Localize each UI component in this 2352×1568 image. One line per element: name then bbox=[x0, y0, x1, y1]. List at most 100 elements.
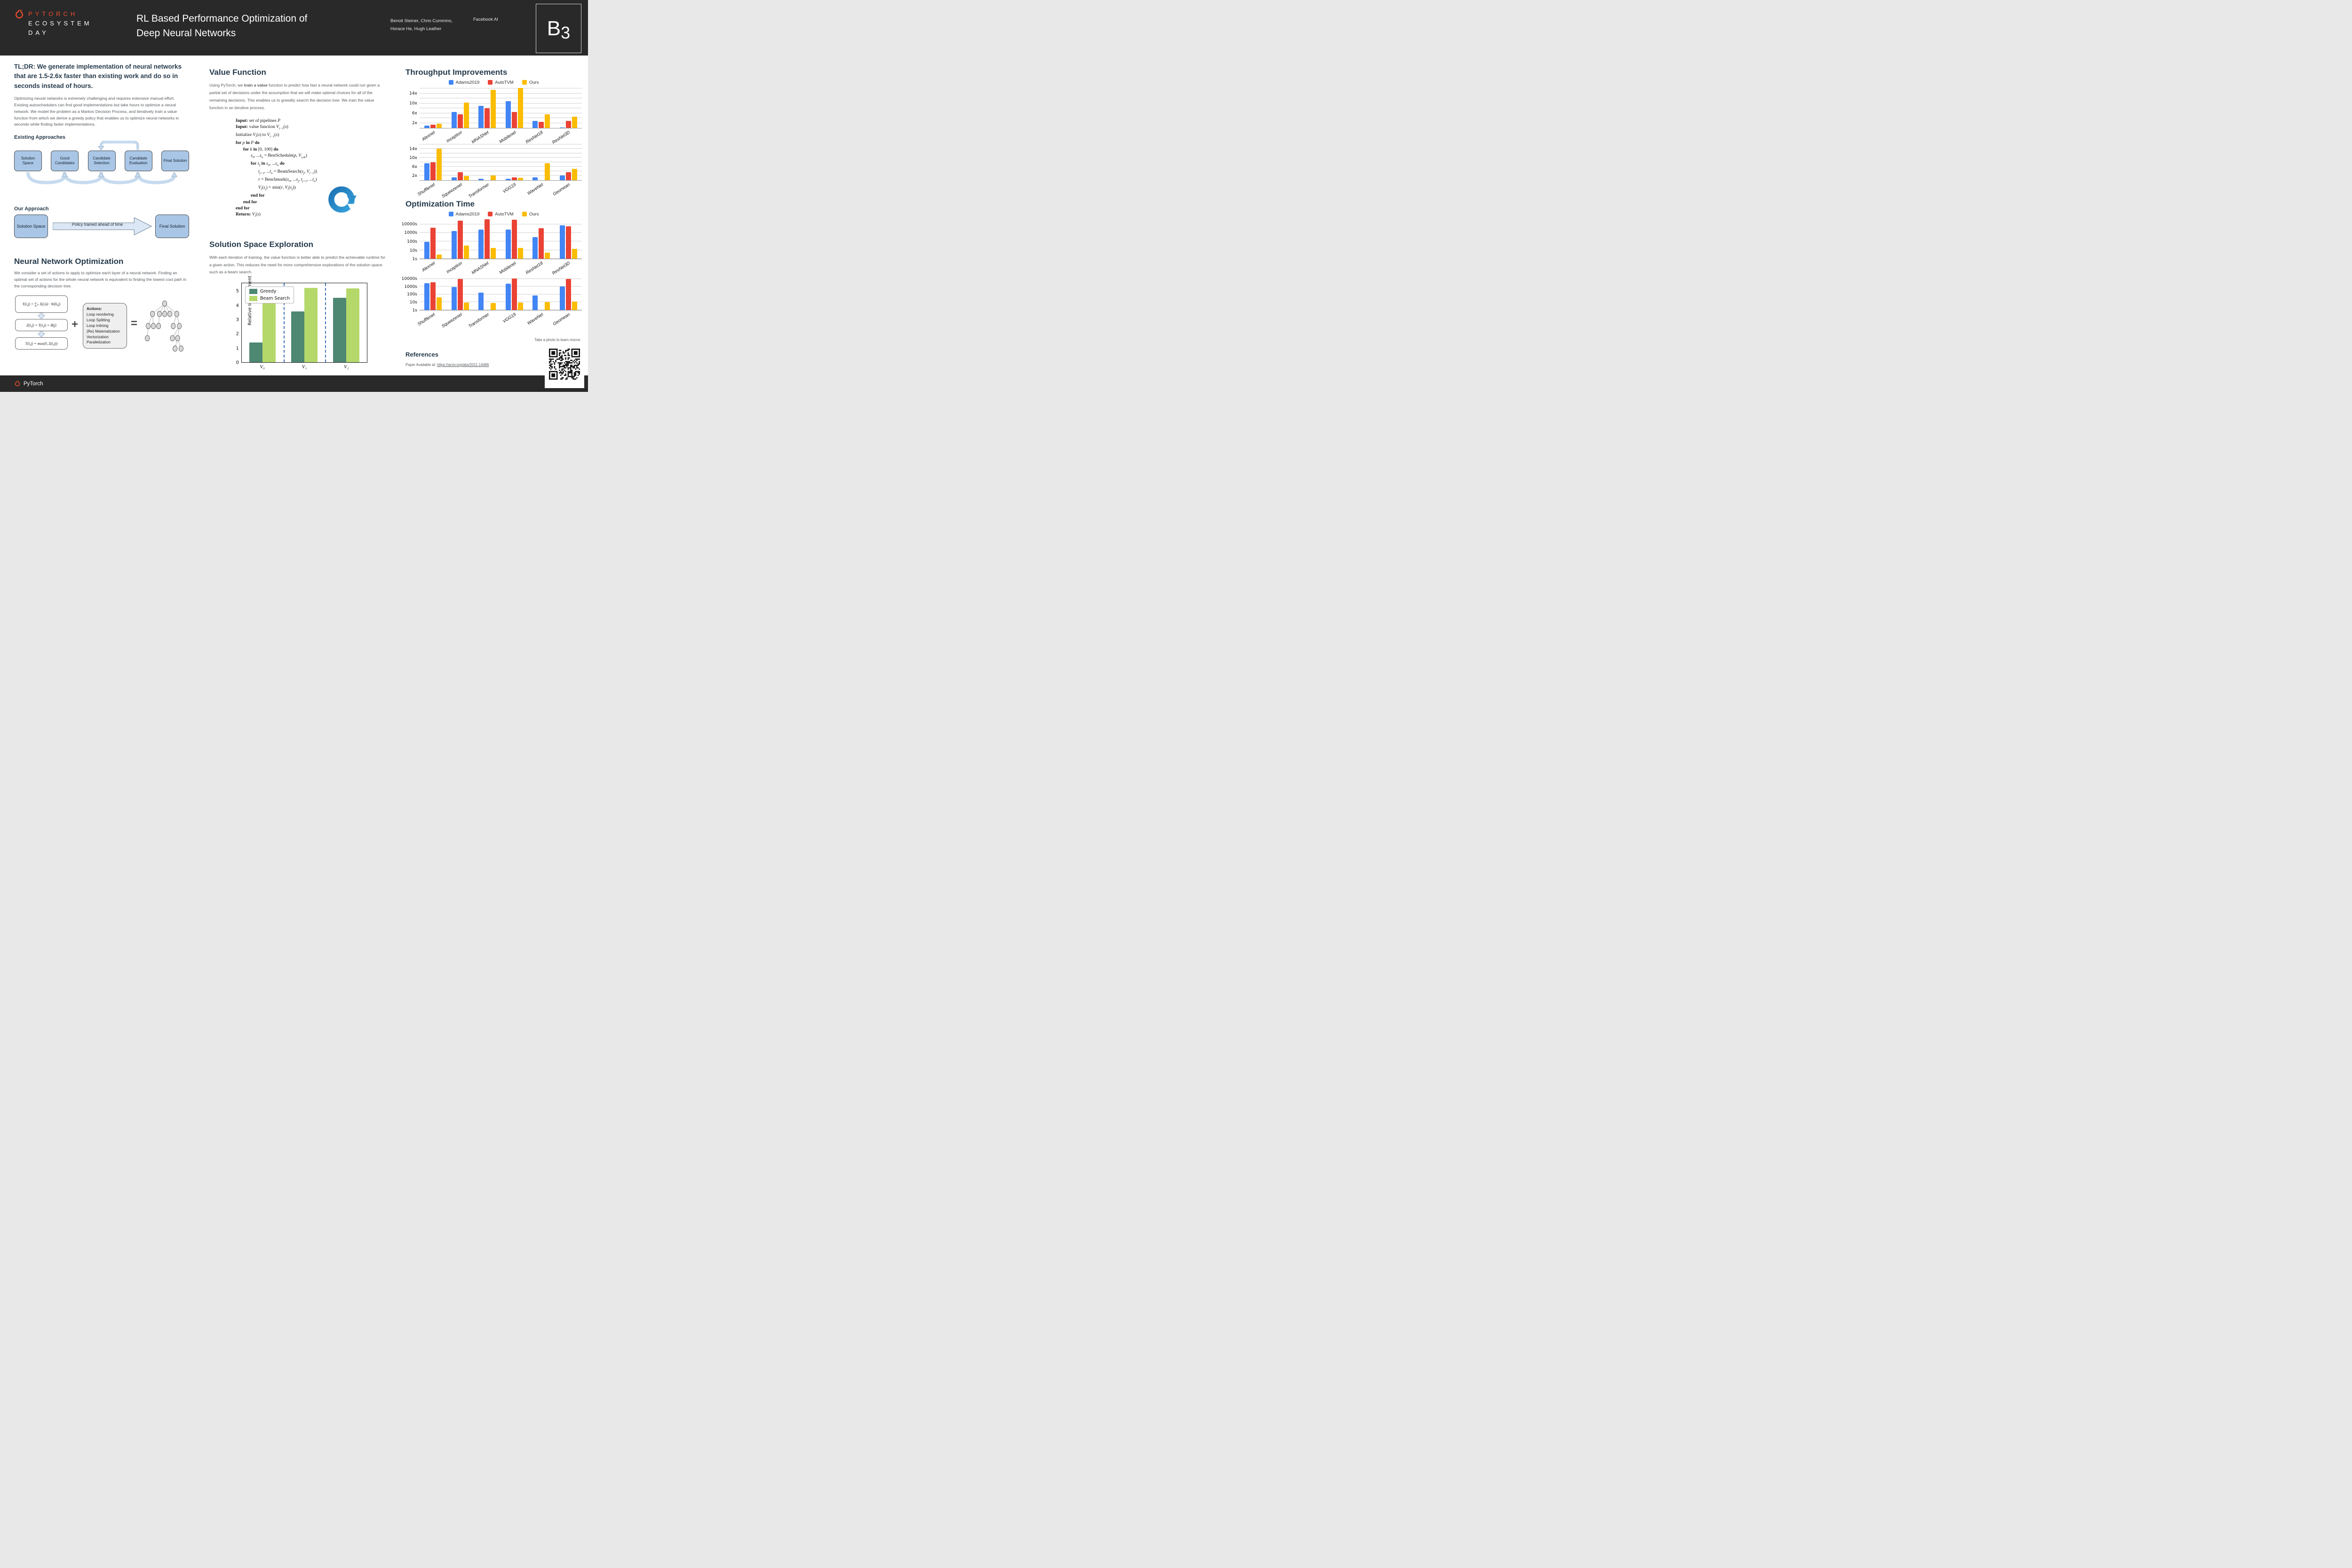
text-segment: i bbox=[261, 188, 262, 191]
pseudocode-line: for sj in s0, ...sn do bbox=[236, 160, 387, 168]
pseudocode-line: Input: value function Vi−1(s) bbox=[236, 124, 387, 132]
legend-swatch bbox=[249, 295, 257, 301]
gridline bbox=[420, 258, 582, 259]
y-tick-label: 3 bbox=[236, 317, 239, 323]
text-segment: ) bbox=[278, 132, 279, 138]
text-segment: end for bbox=[236, 205, 250, 211]
text-segment: in bbox=[246, 140, 250, 146]
text-segment: ( bbox=[262, 185, 263, 191]
x-tick-label: VGG19 bbox=[502, 182, 517, 194]
text-segment: , bbox=[304, 168, 307, 174]
bar bbox=[457, 279, 463, 310]
existing-approaches-diagram: Solution Space Good Candidates Candidate S… bbox=[14, 141, 189, 199]
text-segment: i−1 bbox=[309, 171, 314, 175]
decision-tree-diagram bbox=[145, 300, 183, 352]
text-segment: j bbox=[292, 188, 293, 191]
text-segment: = BestSchedule( bbox=[263, 152, 294, 158]
text-segment: , ... bbox=[290, 177, 296, 183]
equals-sign: = bbox=[131, 317, 138, 330]
legend-label: Greedy bbox=[260, 288, 277, 294]
paper-link[interactable]: https://arxiv.org/abs/2011.14486 bbox=[437, 363, 489, 367]
bar-group bbox=[501, 143, 528, 180]
y-tick-label: 2x bbox=[412, 174, 417, 179]
references-heading: References bbox=[405, 351, 439, 358]
text-segment: Using PyTorch, we bbox=[209, 83, 244, 88]
bar bbox=[565, 279, 571, 310]
nno-paragraph: We consider a set of actions to apply to… bbox=[14, 271, 186, 289]
bar-group bbox=[447, 143, 474, 180]
footer-brand-text: PyTorch bbox=[24, 381, 43, 387]
text-segment: s bbox=[296, 177, 298, 183]
text-segment: V bbox=[267, 132, 270, 138]
authors: Benoit Steiner, Chris Cummins, Horace He… bbox=[390, 17, 453, 33]
text-segment: s bbox=[258, 132, 260, 138]
bar bbox=[565, 226, 571, 259]
y-tick-label: 10000s bbox=[401, 276, 417, 281]
x-tick-label: Squeezenet bbox=[440, 182, 463, 199]
qr-card bbox=[545, 346, 584, 388]
bar bbox=[291, 311, 304, 362]
bar bbox=[532, 295, 538, 310]
text-segment: ( bbox=[288, 185, 290, 191]
bar bbox=[451, 287, 457, 310]
legend-swatch bbox=[522, 212, 527, 216]
y-tick-label: 10x bbox=[409, 101, 417, 106]
equation-stack: Y(i,j) = ∑ₖ X(i,k) · W(k,j) Z(i,j) = Y(i… bbox=[15, 295, 68, 350]
intro-paragraph: Optimizing neural networks is extremely … bbox=[14, 96, 179, 127]
text-segment: for bbox=[243, 146, 249, 152]
nno-figure: Y(i,j) = ∑ₖ X(i,k) · W(k,j) Z(i,j) = Y(i… bbox=[14, 295, 189, 360]
text-segment: j bbox=[265, 188, 266, 191]
bar-groups bbox=[420, 143, 582, 180]
legend-label: Adams2019 bbox=[455, 211, 480, 217]
x-tick-label: Geomean bbox=[552, 182, 571, 197]
bar-group bbox=[528, 87, 555, 128]
text-segment: j bbox=[298, 180, 299, 183]
bar-group bbox=[528, 143, 555, 180]
text-segment: s bbox=[266, 160, 268, 166]
text-segment: function to predict how fast a neural ne… bbox=[209, 83, 380, 95]
bar bbox=[511, 278, 517, 310]
text-segment: t bbox=[312, 177, 314, 183]
bar-group bbox=[474, 273, 501, 310]
bar bbox=[485, 108, 490, 128]
text-segment: p bbox=[294, 152, 296, 158]
text-segment: s bbox=[263, 185, 265, 191]
bar-group bbox=[447, 218, 474, 259]
text-segment: r bbox=[281, 185, 283, 191]
bar-group bbox=[555, 218, 582, 259]
text-segment: Return: bbox=[236, 211, 251, 217]
x-tick-label: VGG19 bbox=[502, 312, 517, 324]
policy-arrow bbox=[53, 217, 152, 236]
flow-boxes: Solution Space Good Candidates Candidate S… bbox=[14, 151, 189, 172]
text-segment: , ... bbox=[270, 160, 276, 166]
bar bbox=[430, 227, 436, 259]
text-segment: = Benchmark( bbox=[260, 177, 287, 183]
bar-group bbox=[528, 218, 555, 259]
bar bbox=[532, 120, 538, 128]
pseudocode-line: Return: Vi(s) bbox=[236, 211, 387, 219]
legend-label: Adams2019 bbox=[455, 80, 480, 85]
bar bbox=[463, 302, 469, 310]
x-tick-label: Transformer bbox=[467, 312, 490, 329]
x-tick-label: WaveNet bbox=[526, 312, 544, 326]
y-tick-label: 10000s bbox=[401, 222, 417, 227]
bar-group bbox=[242, 283, 284, 362]
pytorch-ecosystem-day-logo: PYTORCH ECOSYSTEM DAY bbox=[14, 9, 92, 38]
text-segment: j bbox=[303, 171, 304, 175]
text-segment: in bbox=[261, 160, 265, 166]
bar bbox=[545, 302, 550, 310]
y-tick-label: 1000s bbox=[404, 284, 417, 289]
bar bbox=[517, 302, 523, 310]
text-segment: in bbox=[253, 146, 257, 152]
legend-item: Ours bbox=[522, 80, 539, 85]
bar bbox=[565, 172, 571, 180]
loop-arrow bbox=[98, 141, 139, 151]
poster-title-line1: RL Based Performance Optimization of bbox=[136, 13, 308, 24]
bar-group bbox=[555, 87, 582, 128]
text-segment: do bbox=[254, 140, 260, 146]
poster-title: RL Based Performance Optimization of Dee… bbox=[136, 11, 307, 40]
equation-matmul: Y(i,j) = ∑ₖ X(i,k) · W(k,j) bbox=[15, 295, 68, 313]
pseudocode-line: Initialize Vi(s) to Vi−1(s) bbox=[236, 132, 387, 140]
gridline bbox=[420, 286, 582, 287]
y-tick-label: 6x bbox=[412, 165, 417, 170]
